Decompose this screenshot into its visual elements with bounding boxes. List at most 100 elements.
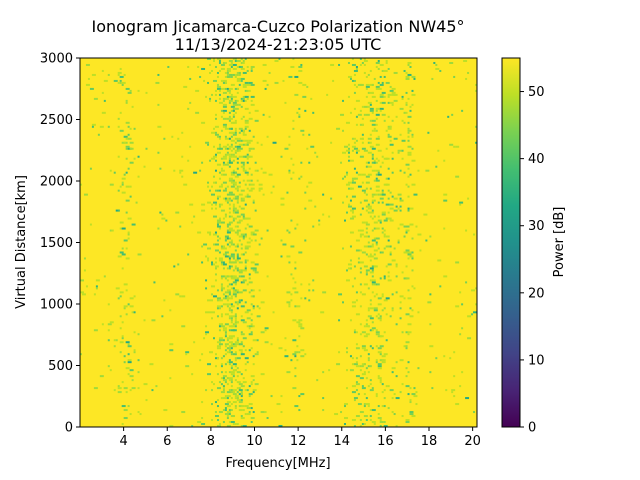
heatmap-cell <box>349 369 354 372</box>
heatmap-cell <box>236 267 239 270</box>
heatmap-cell <box>222 245 225 248</box>
heatmap-cell <box>216 373 219 376</box>
heatmap-cell <box>387 211 390 214</box>
heatmap-cell <box>230 347 233 350</box>
heatmap-cell <box>344 219 346 222</box>
heatmap-cell <box>113 171 116 174</box>
heatmap-cell <box>244 301 247 304</box>
heatmap-cell <box>369 271 374 274</box>
heatmap-cell <box>169 309 172 312</box>
heatmap-cell <box>280 411 283 414</box>
heatmap-cell <box>131 223 136 226</box>
heatmap-cell <box>373 309 378 312</box>
heatmap-cell <box>371 111 374 114</box>
heatmap-cell <box>344 417 348 420</box>
heatmap-cell <box>222 163 225 166</box>
heatmap-cell <box>228 207 231 210</box>
colorbar-tick-label: 20 <box>528 286 545 301</box>
heatmap-cell <box>216 405 219 408</box>
heatmap-cell <box>298 115 301 118</box>
heatmap-cell <box>232 169 235 172</box>
heatmap-cell <box>375 237 380 240</box>
heatmap-cell <box>222 421 225 424</box>
heatmap-cell <box>214 273 217 276</box>
heatmap-cell <box>377 219 382 222</box>
heatmap-cell <box>234 317 237 320</box>
heatmap-cell <box>371 239 376 242</box>
heatmap-cell <box>234 58 237 60</box>
heatmap-cell <box>407 129 412 132</box>
heatmap-cell <box>351 385 356 388</box>
heatmap-cell <box>363 371 366 374</box>
heatmap-cell <box>250 261 255 264</box>
heatmap-cell <box>244 155 247 158</box>
heatmap-cell <box>163 299 166 302</box>
heatmap-cell <box>411 285 414 288</box>
heatmap-cell <box>222 387 225 390</box>
heatmap-cell <box>228 413 231 416</box>
heatmap-cell <box>252 135 255 138</box>
heatmap-cell <box>161 315 164 318</box>
colorbar-tick-label: 0 <box>528 421 536 436</box>
heatmap-cell <box>375 331 380 334</box>
heatmap-cell <box>367 211 370 214</box>
heatmap-cell <box>399 205 402 208</box>
heatmap-cell <box>234 151 237 154</box>
heatmap-cell <box>389 245 392 248</box>
heatmap-cell <box>224 381 227 384</box>
heatmap-cell <box>205 311 210 314</box>
heatmap-cell <box>371 201 374 204</box>
heatmap-cell <box>377 201 380 204</box>
heatmap-cell <box>246 173 249 176</box>
heatmap-cell <box>369 253 372 256</box>
heatmap-cell <box>379 63 384 66</box>
heatmap-cell <box>211 185 213 188</box>
heatmap-cell <box>475 287 477 290</box>
heatmap-cell <box>93 97 98 100</box>
heatmap-cell <box>131 311 134 314</box>
heatmap-cell <box>230 365 233 368</box>
heatmap-cell <box>363 71 366 74</box>
heatmap-cell <box>288 171 291 174</box>
heatmap-cell <box>139 413 142 416</box>
heatmap-cell <box>465 397 470 400</box>
heatmap-cell <box>220 109 223 112</box>
heatmap-cell <box>391 307 394 310</box>
heatmap-cell <box>258 189 261 192</box>
heatmap-cell <box>377 159 380 162</box>
heatmap-cell <box>365 323 368 326</box>
heatmap-cell <box>220 285 223 288</box>
heatmap-cell <box>361 181 364 184</box>
heatmap-cell <box>353 277 356 280</box>
heatmap-cell <box>228 257 231 260</box>
heatmap-cell <box>250 187 255 190</box>
heatmap-cell <box>236 233 239 236</box>
heatmap-cell <box>353 181 356 184</box>
heatmap-cell <box>383 219 388 222</box>
heatmap-cell <box>373 257 378 260</box>
heatmap-cell <box>298 107 301 110</box>
heatmap-cell <box>222 377 225 380</box>
heatmap-cell <box>248 147 253 150</box>
heatmap-cell <box>367 203 370 206</box>
heatmap-cell <box>234 141 237 144</box>
heatmap-cell <box>236 357 241 360</box>
heatmap-cell <box>224 349 227 352</box>
heatmap-cell <box>407 131 410 134</box>
heatmap-cell <box>236 147 239 150</box>
heatmap-cell <box>338 319 341 322</box>
heatmap-cell <box>254 161 257 164</box>
heatmap-cell <box>228 359 231 362</box>
heatmap-cell <box>373 253 376 256</box>
heatmap-cell <box>361 133 364 136</box>
heatmap-cell <box>308 283 311 286</box>
heatmap-cell <box>127 237 130 240</box>
heatmap-cell <box>328 215 331 218</box>
heatmap-cell <box>336 363 341 366</box>
heatmap-cell <box>163 137 166 140</box>
heatmap-cell <box>244 83 247 86</box>
heatmap-cell <box>240 67 245 70</box>
heatmap-cell <box>359 123 364 126</box>
heatmap-cell <box>347 61 350 64</box>
heatmap-cell <box>248 139 253 142</box>
